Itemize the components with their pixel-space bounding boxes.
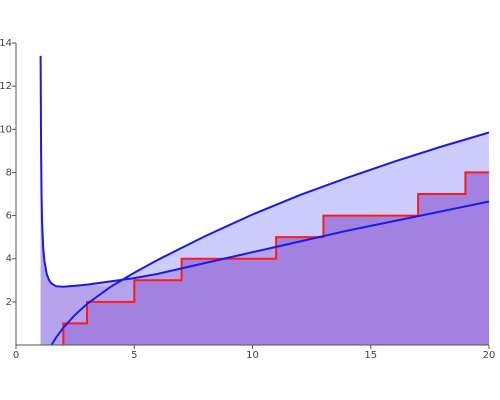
y-tick-label: 14 [0,38,12,49]
y-tick-label: 10 [0,124,12,135]
y-tick-label: 12 [0,81,12,92]
curve-fill-area [40,55,489,346]
curve-series-1-line [39,55,490,288]
y-tick-label: 6 [6,211,12,222]
curve-series-2-line [50,131,490,346]
x-tick-label: 5 [131,350,137,361]
y-tick-label: 2 [6,297,12,308]
x-tick-label: 10 [246,350,259,361]
x-tick-label: 0 [13,350,19,361]
x-tick-label: 20 [483,350,496,361]
series-lines [39,55,490,346]
axes: 0 5 10 15 20 2 4 6 8 10 12 14 [0,38,495,361]
y-tick-label: 4 [6,254,12,265]
y-tick-label: 8 [6,167,12,178]
step-series-line [62,171,489,345]
x-tick-label: 15 [364,350,377,361]
